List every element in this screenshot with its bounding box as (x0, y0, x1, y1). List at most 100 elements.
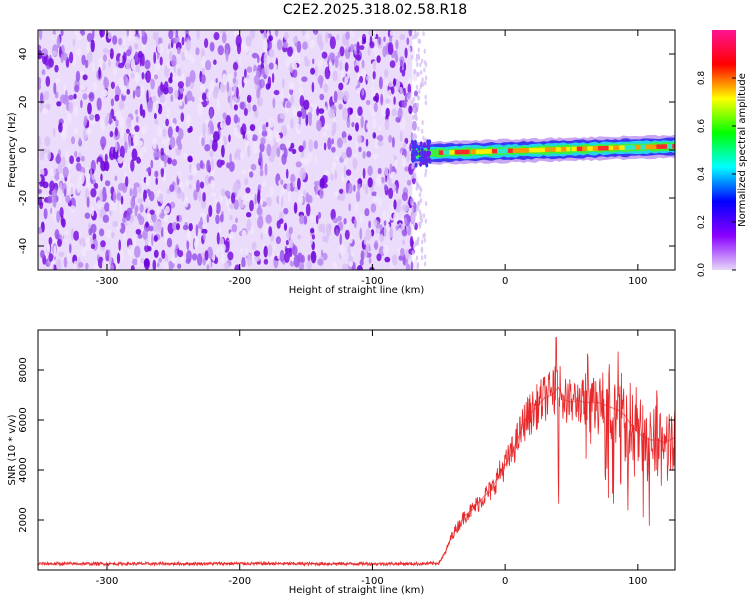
noise-blob (383, 36, 386, 42)
noise-blob (168, 30, 174, 40)
snr-data-point (590, 401, 593, 404)
noise-blob (241, 256, 246, 269)
edge-speckle (416, 261, 420, 267)
noise-blob (216, 97, 220, 111)
noise-blob (163, 81, 169, 92)
edge-speckle (422, 31, 425, 37)
noise-blob (55, 78, 60, 84)
noise-blob (376, 253, 382, 262)
signal-onset (419, 161, 423, 167)
noise-blob (364, 249, 368, 258)
noise-blob (264, 64, 270, 76)
noise-blob (134, 245, 141, 258)
signal-hotspot (518, 148, 528, 153)
noise-blob (293, 254, 300, 268)
noise-blob (106, 229, 112, 239)
noise-blob (58, 122, 63, 133)
noise-blob (323, 83, 329, 93)
noise-blob (144, 197, 150, 208)
noise-blob (40, 249, 45, 259)
noise-blob (371, 84, 375, 95)
noise-blob (197, 253, 203, 266)
noise-blob (329, 36, 336, 50)
noise-blob (261, 67, 265, 77)
noise-blob (345, 169, 352, 176)
noise-blob (131, 148, 138, 161)
noise-blob (80, 84, 86, 91)
noise-blob (342, 90, 350, 102)
noise-blob (400, 247, 405, 257)
snr-data-point (584, 401, 586, 404)
noise-blob (154, 74, 158, 80)
snr-data-point (650, 439, 652, 441)
noise-blob (187, 54, 194, 61)
noise-blob (367, 45, 371, 56)
noise-blob (252, 104, 257, 112)
noise-blob (265, 83, 271, 90)
noise-blob (99, 30, 105, 38)
noise-blob (120, 127, 125, 139)
noise-blob (414, 90, 418, 97)
noise-blob (284, 252, 290, 263)
noise-blob (139, 103, 143, 117)
noise-blob (300, 106, 307, 119)
noise-blob (406, 150, 410, 163)
noise-blob (337, 89, 343, 101)
noise-blob (87, 222, 92, 229)
edge-speckle (417, 55, 421, 60)
noise-blob (310, 239, 313, 245)
noise-blob (277, 39, 283, 51)
noise-blob (399, 117, 406, 130)
noise-blob (75, 162, 82, 172)
noise-blob (54, 64, 59, 73)
noise-blob (130, 265, 135, 270)
noise-blob (330, 208, 336, 221)
noise-blob (100, 173, 103, 182)
noise-blob (292, 36, 298, 43)
noise-blob (189, 70, 196, 83)
noise-blob (53, 245, 57, 258)
edge-speckle (415, 57, 418, 62)
noise-blob (382, 210, 387, 222)
noise-blob (359, 227, 363, 240)
noise-blob (209, 80, 215, 93)
noise-blob (155, 35, 159, 47)
colorbar (712, 30, 736, 270)
noise-blob (233, 114, 239, 124)
noise-blob (298, 145, 304, 153)
noise-blob (38, 136, 41, 149)
noise-blob (354, 65, 360, 73)
top-x-tick-label: 100 (628, 276, 647, 287)
noise-blob (311, 82, 315, 93)
noise-blob (73, 127, 79, 134)
noise-blob (229, 203, 235, 210)
noise-blob (105, 160, 109, 172)
noise-blob (101, 259, 106, 270)
edge-speckle (412, 222, 416, 228)
noise-blob (388, 226, 394, 238)
noise-blob (163, 261, 169, 270)
noise-blob (183, 195, 189, 208)
noise-blob (112, 68, 117, 76)
noise-blob (399, 86, 403, 94)
noise-blob (123, 132, 128, 142)
noise-blob (314, 222, 317, 234)
noise-blob (202, 192, 206, 202)
edge-speckle (415, 116, 418, 122)
noise-blob (216, 247, 220, 254)
noise-blob (137, 213, 142, 221)
signal-hotspot (534, 147, 542, 153)
noise-blob (88, 91, 95, 102)
noise-blob (172, 75, 176, 82)
noise-blob (132, 186, 138, 199)
noise-blob (116, 252, 121, 264)
noise-blob (371, 191, 378, 197)
noise-blob (156, 191, 160, 198)
noise-blob (395, 39, 399, 50)
noise-blob (89, 168, 93, 178)
edge-speckle (411, 250, 414, 256)
noise-blob (397, 228, 402, 235)
noise-blob (309, 39, 315, 48)
noise-blob (373, 218, 378, 227)
noise-blob (339, 243, 346, 256)
